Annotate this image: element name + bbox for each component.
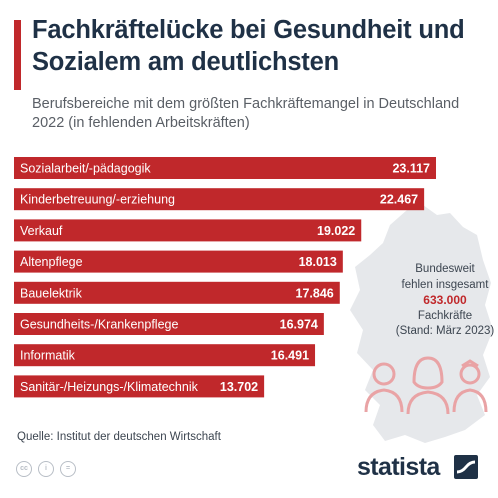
bar-1 [14, 157, 436, 179]
person-center-icon [406, 356, 450, 414]
chart-subtitle: Berufsbereiche mit dem größten Fachkräft… [32, 96, 460, 131]
bar-3 [14, 219, 362, 242]
summary-line-2: fehlen insgesamt [401, 278, 489, 291]
summary-line-3: Fachkräfte [417, 309, 473, 322]
title-accent-bar [14, 20, 21, 90]
bar-7 [14, 344, 316, 367]
person-left-icon [364, 362, 404, 413]
creative-commons-icon[interactable]: cc [16, 461, 32, 477]
bar-category-label: Bauelektrik [20, 286, 83, 300]
no-derivatives-icon[interactable]: = [60, 461, 76, 477]
bar-value-label: 17.846 [296, 286, 334, 300]
summary-line-1: Bundesweit [415, 263, 475, 275]
bar-category-label: Gesundheits-/Krankenpflege [20, 318, 178, 332]
bar-2 [14, 188, 425, 211]
summary-total-value: 633.000 [423, 293, 467, 307]
source-note: Quelle: Institut der deutschen Wirtschaf… [17, 431, 221, 443]
summary-line-4: (Stand: März 2023) [395, 325, 495, 337]
bar-category-label: Kinderbetreuung/-erziehung [20, 193, 175, 207]
bar-category-label: Sanitär-/Heizungs-/Klimatechnik [20, 380, 199, 394]
bar-value-label: 22.467 [380, 193, 418, 207]
bar-6 [14, 313, 324, 335]
bar-value-label: 18.013 [299, 255, 337, 269]
bar-value-label: 16.491 [271, 349, 309, 363]
bar-category-label: Sozialarbeit/-pädagogik [20, 162, 151, 176]
bar-category-label: Informatik [20, 349, 76, 363]
person-right-icon [452, 359, 488, 413]
chart-title: Fachkräftelücke bei Gesundheit und Sozia… [32, 16, 465, 76]
statista-logo-icon [454, 455, 478, 479]
bar-4 [14, 250, 343, 273]
bar-value-label: 19.022 [317, 224, 355, 238]
bar-value-label: 13.702 [220, 380, 258, 394]
bar-value-label: 23.117 [392, 162, 430, 176]
bar-value-label: 16.974 [280, 318, 318, 332]
bar-8 [14, 375, 265, 398]
bar-category-label: Verkauf [20, 224, 63, 238]
logo-text: statista [357, 453, 440, 481]
bar-5 [14, 281, 340, 304]
attribution-icon[interactable]: i [38, 461, 54, 477]
workers-icon [364, 356, 488, 414]
bar-category-label: Altenpflege [20, 255, 83, 269]
total-summary: Bundesweit fehlen insgesamt 633.000 Fach… [393, 262, 497, 340]
